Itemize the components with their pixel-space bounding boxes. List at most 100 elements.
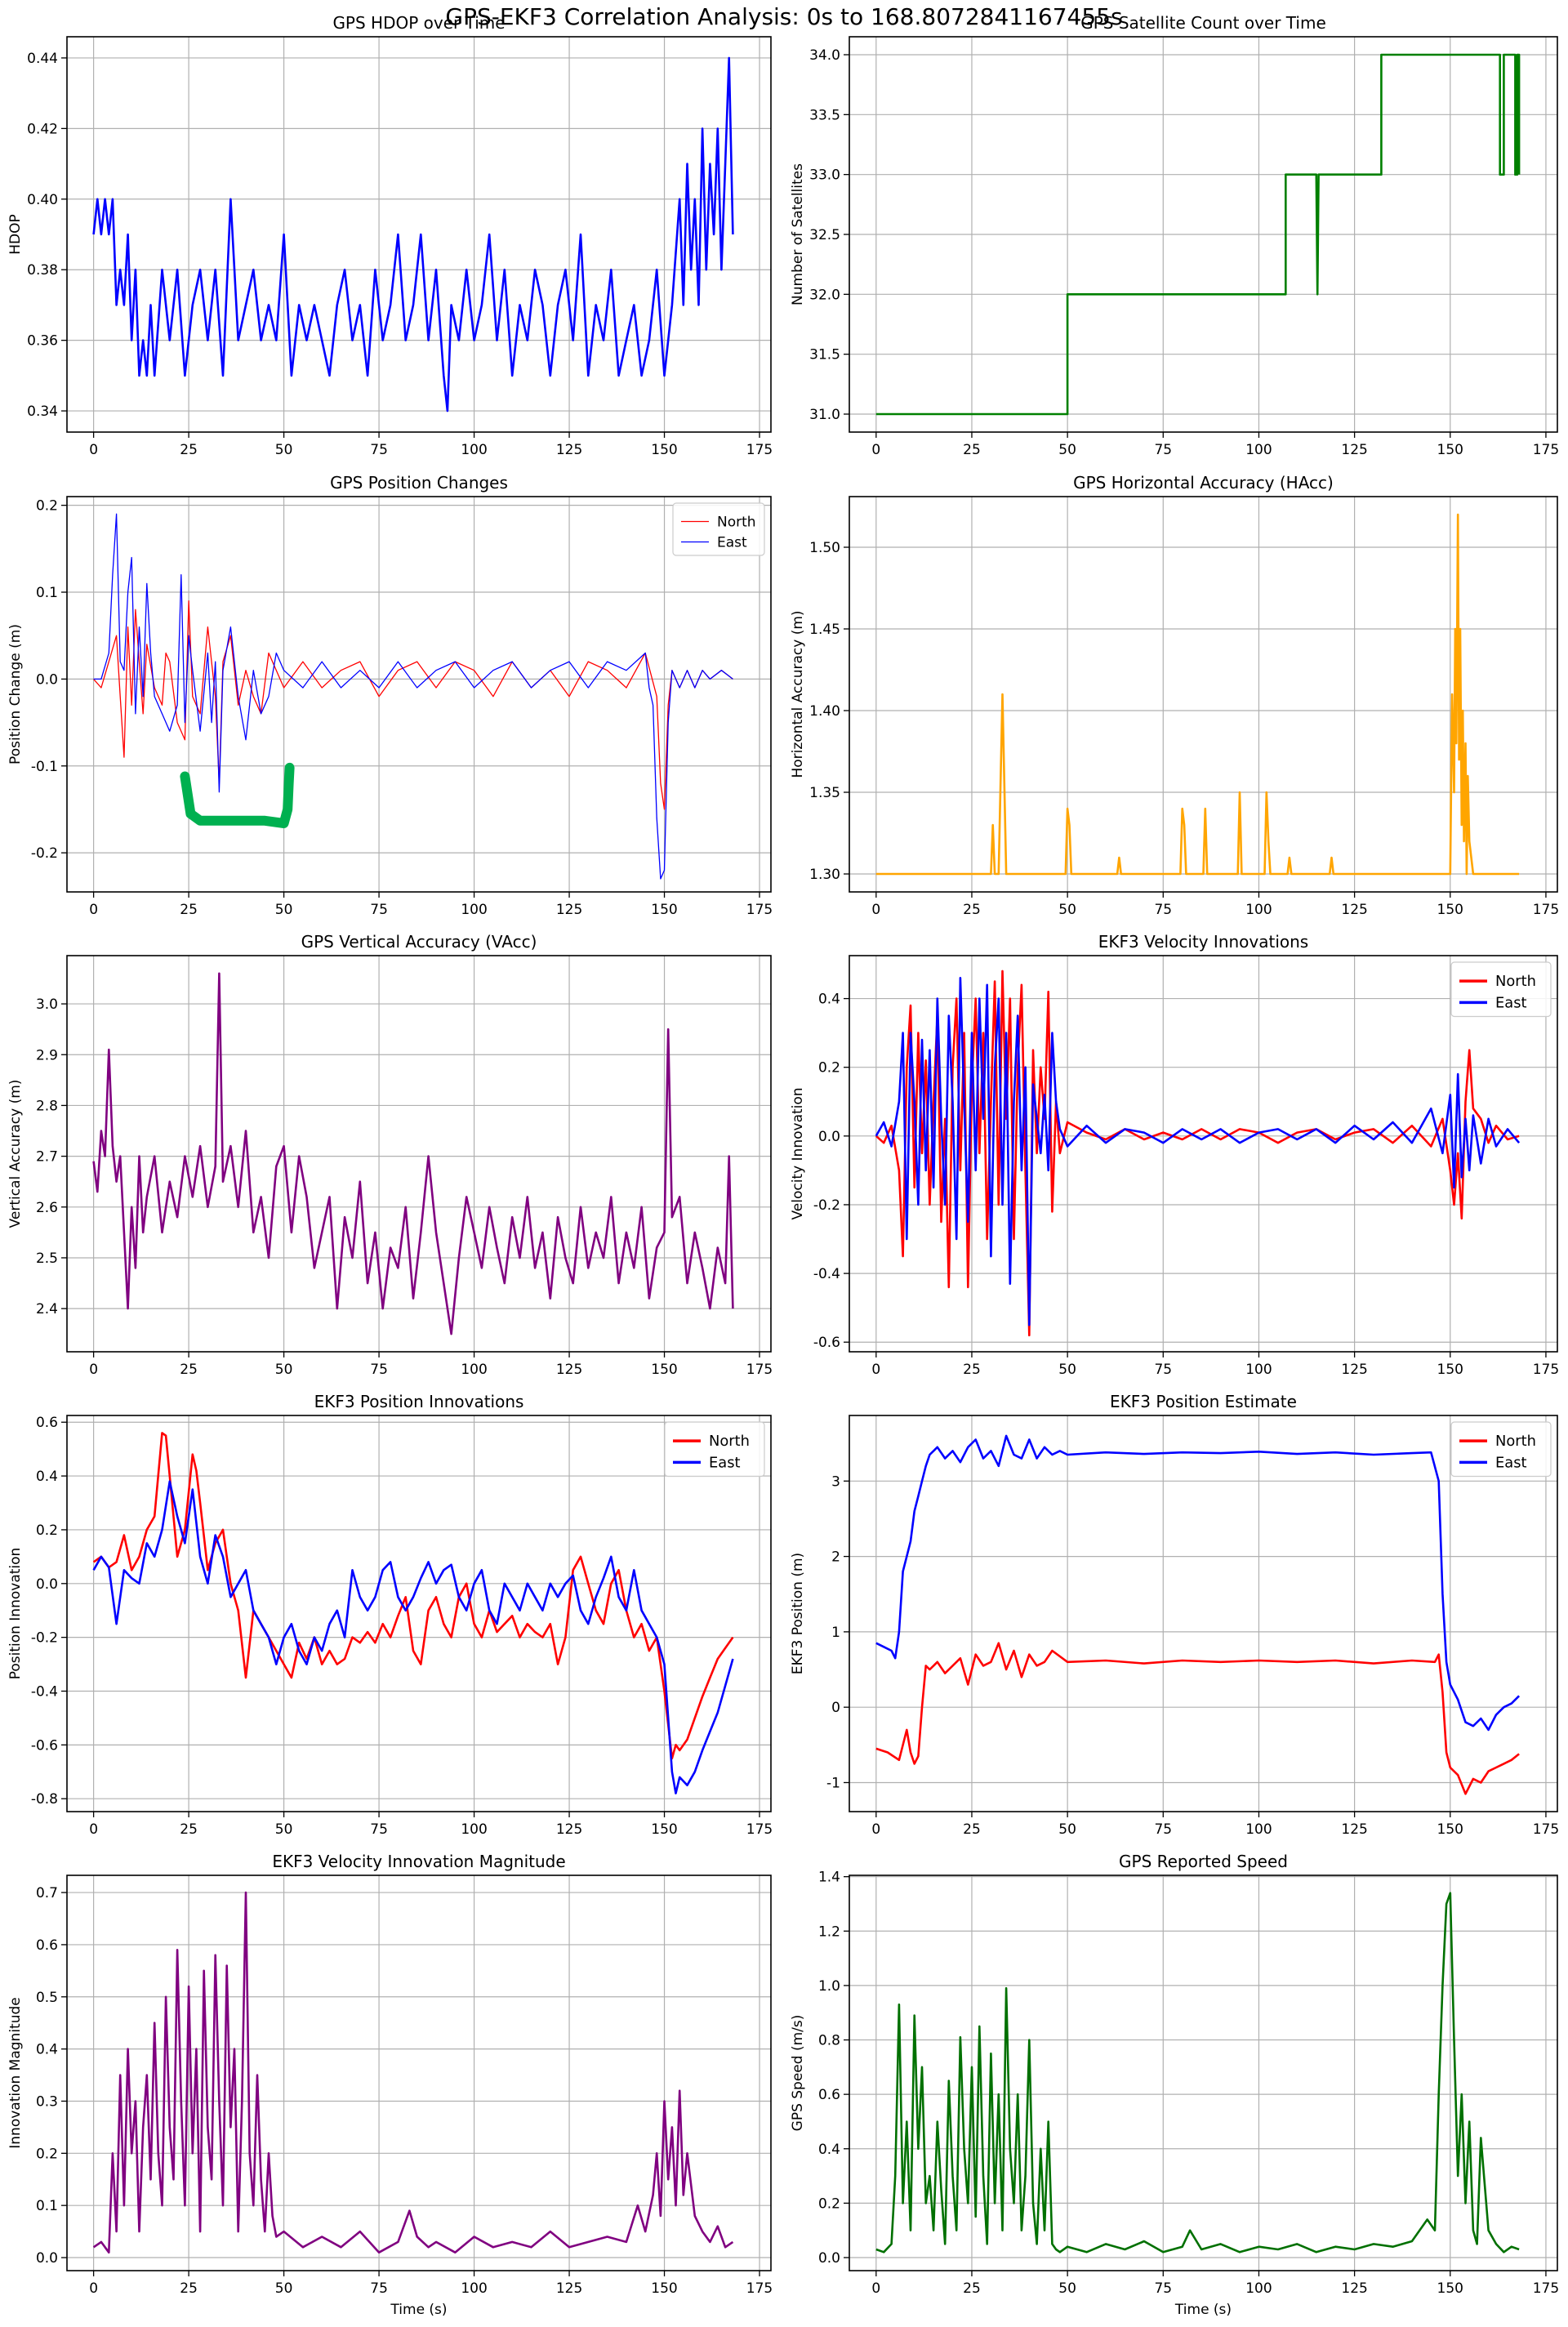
x-tick-label: 0 (89, 442, 98, 458)
legend-label: East (717, 535, 747, 551)
chart-pos_est: 0 25 50 75 100 125 150 175 -1 0 1 2 3 EKF3 Position E… (790, 1392, 1559, 1838)
axes-frame (849, 955, 1558, 1353)
legend: North East (664, 1421, 765, 1478)
axes-frame (66, 955, 772, 1353)
y-tick-label: 0 (831, 1700, 840, 1716)
x-tick-label: 125 (556, 1362, 582, 1378)
y-tick-label: 0.0 (818, 1129, 840, 1145)
series-line-0 (92, 56, 734, 412)
x-tick-label: 125 (1341, 1362, 1367, 1378)
series-line-north (875, 970, 1520, 1337)
x-tick-label: 150 (651, 902, 677, 918)
chart-vel_innov: 0 25 50 75 100 125 150 175 -0.6 -0.4 -0.2 0.0 0.2 0.4… (790, 932, 1559, 1378)
x-tick-label: 100 (461, 1821, 487, 1838)
y-tick-label: 0.2 (36, 1522, 58, 1539)
series-line-0 (875, 53, 1521, 416)
legend-label: North (1495, 973, 1536, 990)
x-tick-label: 50 (275, 442, 293, 458)
legend-label: East (709, 1454, 741, 1471)
x-tick-label: 100 (461, 1362, 487, 1378)
y-tick-label: 1.0 (818, 1978, 840, 1995)
chart-title: EKF3 Velocity Innovation Magnitude (272, 1852, 565, 1871)
y-tick-label: 0.8 (818, 2033, 840, 2049)
x-tick-label: 150 (651, 2280, 677, 2297)
x-tick-label: 75 (370, 1362, 388, 1378)
x-tick-label: 125 (1341, 1821, 1367, 1838)
series-line-north (875, 1642, 1520, 1795)
y-tick-label: -0.4 (31, 1683, 58, 1700)
y-axis-label: Position Innovation (7, 1548, 24, 1680)
y-tick-label: 33.5 (809, 107, 840, 123)
x-tick-label: 125 (1341, 902, 1367, 918)
legend: North East (1450, 961, 1552, 1018)
chart-pos_changes: 0 25 50 75 100 125 150 175 -0.2 -0.1 0.0 0.1 0.2 GPS … (7, 473, 773, 918)
y-tick-label: -1 (826, 1775, 840, 1791)
series-line-north (93, 600, 733, 810)
y-tick-label: 2 (831, 1549, 840, 1566)
x-tick-label: 75 (370, 1821, 388, 1838)
x-tick-label: 25 (180, 442, 198, 458)
y-tick-label: -0.6 (31, 1737, 58, 1754)
y-tick-label: 1.30 (809, 867, 840, 883)
y-tick-label: 1 (831, 1625, 840, 1641)
x-tick-label: 100 (1245, 1821, 1272, 1838)
x-tick-label: 150 (651, 1821, 677, 1838)
x-tick-label: 100 (1245, 442, 1272, 458)
chart-sats: 0 25 50 75 100 125 150 175 31.0 31.5 32.0 32.5 33.0 3… (790, 13, 1559, 458)
chart-title: EKF3 Position Innovations (314, 1392, 524, 1411)
y-tick-label: 2.6 (36, 1200, 58, 1216)
y-tick-label: 1.45 (809, 622, 840, 638)
x-tick-label: 50 (275, 2280, 293, 2297)
y-tick-label: 2.7 (36, 1149, 58, 1166)
y-tick-label: 34.0 (809, 47, 840, 64)
y-tick-label: 0.4 (36, 1469, 58, 1485)
chart-pos_innov: 0 25 50 75 100 125 150 175 -0.8 -0.6 -0.4 -0.2 0.0 0.… (7, 1392, 773, 1838)
y-axis-label: Velocity Innovation (790, 1087, 806, 1219)
legend-label: East (1495, 1454, 1527, 1471)
x-tick-label: 125 (556, 1821, 582, 1838)
x-tick-label: 175 (746, 1362, 773, 1378)
x-tick-label: 0 (871, 902, 880, 918)
figure-suptitle: GPS-EKF3 Correlation Analysis: 0s to 168… (445, 3, 1122, 30)
x-tick-label: 75 (1154, 1362, 1172, 1378)
y-tick-label: 1.2 (818, 1924, 840, 1940)
series-line-east (875, 977, 1521, 1326)
x-tick-label: 75 (370, 902, 388, 918)
series-line-east (92, 1480, 734, 1794)
y-tick-label: 0.2 (818, 1060, 840, 1077)
y-tick-label: 0.0 (818, 2250, 840, 2267)
y-tick-label: -0.8 (31, 1791, 58, 1808)
x-tick-label: 75 (1154, 2280, 1172, 2297)
y-tick-label: -0.2 (31, 1630, 58, 1647)
y-tick-label: 0.0 (36, 2250, 58, 2267)
x-tick-label: 150 (1437, 1362, 1463, 1378)
chart-title: GPS Vertical Accuracy (VAcc) (301, 932, 537, 952)
x-tick-label: 50 (275, 1362, 293, 1378)
y-tick-label: 0.36 (27, 333, 58, 350)
x-tick-label: 125 (556, 2280, 582, 2297)
x-tick-label: 0 (89, 2280, 98, 2297)
x-tick-label: 175 (746, 442, 773, 458)
y-axis-label: Horizontal Accuracy (m) (790, 610, 806, 778)
axes-frame (66, 36, 772, 433)
y-tick-label: 1.40 (809, 703, 840, 720)
x-tick-label: 50 (1058, 2280, 1076, 2297)
y-tick-label: 0.2 (36, 2146, 58, 2162)
x-tick-label: 125 (1341, 442, 1367, 458)
y-axis-label: HDOP (7, 214, 24, 255)
y-axis-label: Innovation Magnitude (7, 1997, 24, 2148)
x-tick-label: 175 (1533, 1362, 1559, 1378)
y-axis-label: GPS Speed (m/s) (790, 2015, 806, 2132)
y-axis-label: Number of Satellites (790, 163, 806, 305)
chart-title: GPS Position Changes (330, 473, 508, 493)
chart-vacc: 0 25 50 75 100 125 150 175 2.4 2.5 2.6 2.7 2.8 2.9 3.0… (7, 932, 773, 1378)
x-axis-label: Time (s) (1174, 2302, 1232, 2318)
x-tick-label: 25 (963, 902, 981, 918)
y-tick-label: 0.4 (818, 2142, 840, 2158)
x-tick-label: 0 (89, 902, 98, 918)
legend-label: North (709, 1433, 750, 1450)
y-tick-label: 0.44 (27, 51, 58, 67)
x-tick-label: 75 (370, 2280, 388, 2297)
y-tick-label: 0.2 (818, 2195, 840, 2212)
